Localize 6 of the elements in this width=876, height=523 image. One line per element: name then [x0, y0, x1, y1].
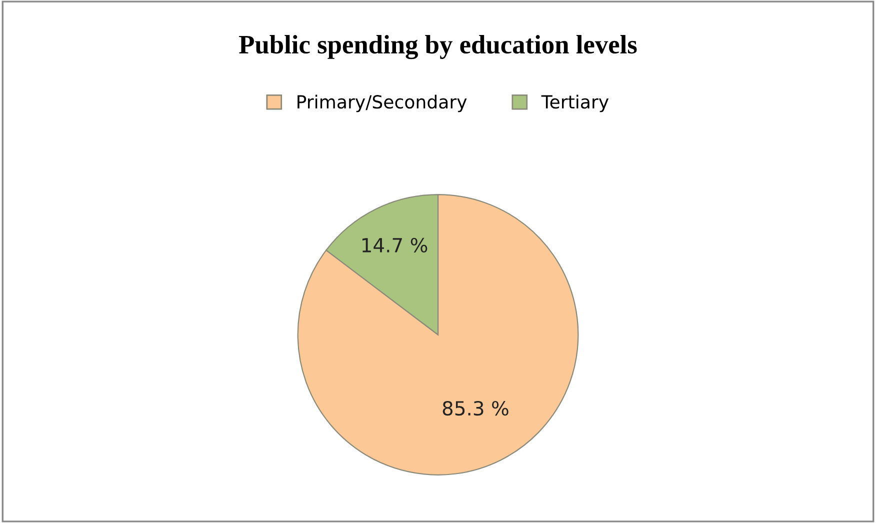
legend-label: Primary/Secondary: [298, 94, 467, 112]
chart-title: Public spending by education levels: [239, 35, 637, 60]
pie-slice: [297, 194, 579, 476]
legend-label: Tertiary: [541, 94, 609, 112]
data-label: 85.3 %: [442, 400, 508, 416]
data-label: 14.7 %: [362, 238, 428, 253]
